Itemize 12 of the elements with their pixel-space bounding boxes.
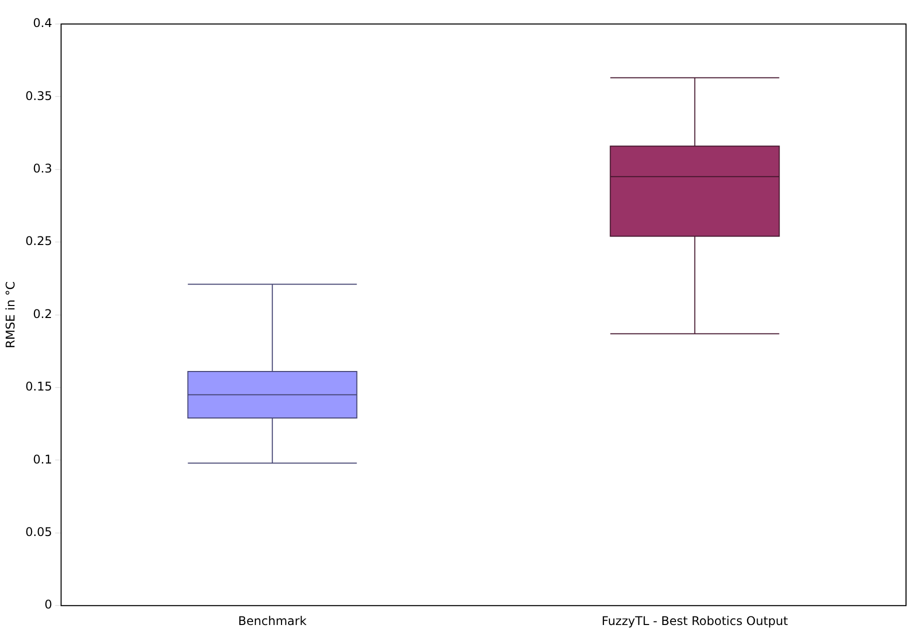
y-tick-label: 0.4 xyxy=(33,16,52,30)
y-tick-label: 0.05 xyxy=(25,525,52,540)
y-axis-title: RMSE in °C xyxy=(3,281,18,348)
y-tick-label: 0.15 xyxy=(25,380,52,394)
x-tick-label: FuzzyTL - Best Robotics Output xyxy=(602,614,788,628)
y-tick-label: 0.35 xyxy=(25,88,52,103)
y-tick-label: 0.1 xyxy=(33,452,52,466)
y-tick-label: 0 xyxy=(44,598,52,612)
y-tick-label: 0.25 xyxy=(25,234,52,248)
x-tick-label: Benchmark xyxy=(238,614,307,628)
y-tick-label: 0.2 xyxy=(33,306,52,321)
y-tick-label: 0.3 xyxy=(33,162,52,176)
